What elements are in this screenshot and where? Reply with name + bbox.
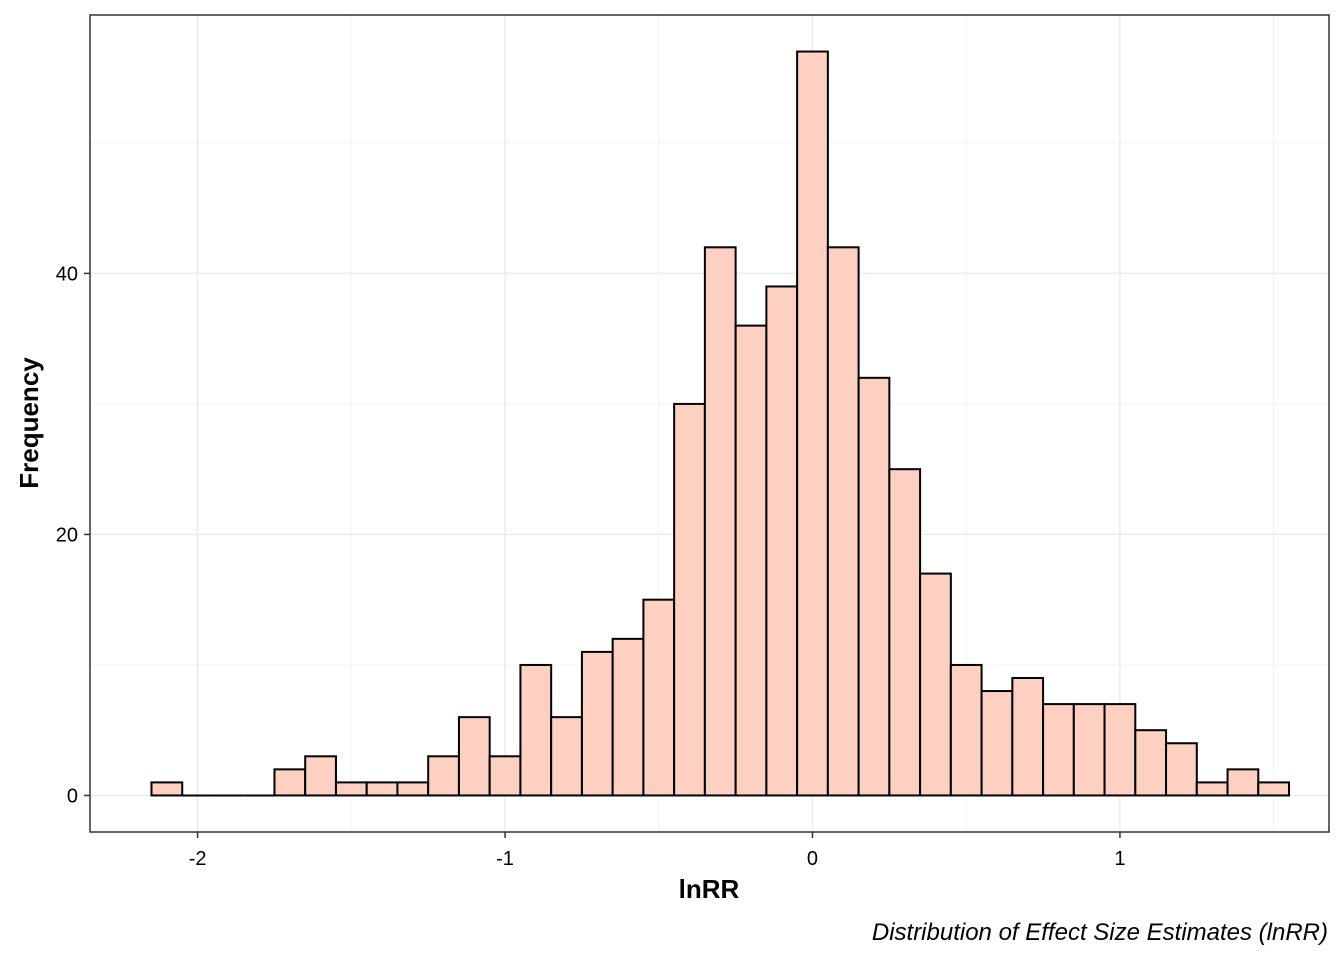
y-axis-ticks: 0 20 40 xyxy=(56,263,90,807)
histogram-bar xyxy=(273,768,307,797)
histogram-bar xyxy=(857,376,891,797)
y-tick-label: 40 xyxy=(56,263,78,285)
histogram-bar xyxy=(304,755,337,797)
panel-border xyxy=(89,14,1330,833)
histogram-bar xyxy=(673,402,706,797)
y-tick-label: 0 xyxy=(67,785,78,807)
histogram-bar xyxy=(580,650,614,797)
histogram-bar xyxy=(1226,768,1260,797)
histogram-bar xyxy=(734,324,768,797)
histogram-bar xyxy=(949,663,983,797)
histogram-bar xyxy=(919,572,952,797)
histogram-bar xyxy=(1257,781,1291,797)
histogram-bar xyxy=(703,246,737,797)
histogram-bar xyxy=(1103,703,1137,797)
histogram-bar xyxy=(1042,703,1075,797)
histogram-bars xyxy=(150,50,1291,797)
x-tick-label: -2 xyxy=(189,848,207,870)
histogram-bar xyxy=(796,50,829,797)
x-tick-label: -1 xyxy=(496,848,514,870)
histogram-bar xyxy=(980,690,1014,797)
histogram-bar xyxy=(365,781,399,797)
x-tick-label: 1 xyxy=(1114,848,1125,870)
histogram-bar xyxy=(550,716,583,797)
x-axis-ticks: -2 -1 0 1 xyxy=(189,832,1126,870)
x-axis-title: lnRR xyxy=(679,874,740,904)
histogram-bar xyxy=(642,598,676,797)
x-tick-label: 0 xyxy=(807,848,818,870)
histogram-bar xyxy=(1134,729,1168,797)
histogram-bar xyxy=(488,755,522,797)
histogram-bar xyxy=(1165,742,1198,797)
histogram-bar xyxy=(457,716,491,797)
histogram-bar xyxy=(826,246,860,797)
histogram-bar xyxy=(1011,676,1045,797)
histogram-bar xyxy=(765,285,799,797)
y-axis-title: Frequency xyxy=(14,357,44,489)
y-tick-label: 20 xyxy=(56,524,78,546)
histogram-bar xyxy=(1195,781,1229,797)
histogram-bar xyxy=(611,637,645,797)
histogram-bar xyxy=(396,781,430,797)
histogram-bar xyxy=(334,781,368,797)
histogram-bar xyxy=(1072,703,1106,797)
histogram-bar xyxy=(427,755,460,797)
histogram-bar xyxy=(150,781,184,797)
histogram-bar xyxy=(888,468,922,797)
chart-caption: Distribution of Effect Size Estimates (l… xyxy=(872,919,1328,946)
histogram-bar xyxy=(519,663,553,797)
